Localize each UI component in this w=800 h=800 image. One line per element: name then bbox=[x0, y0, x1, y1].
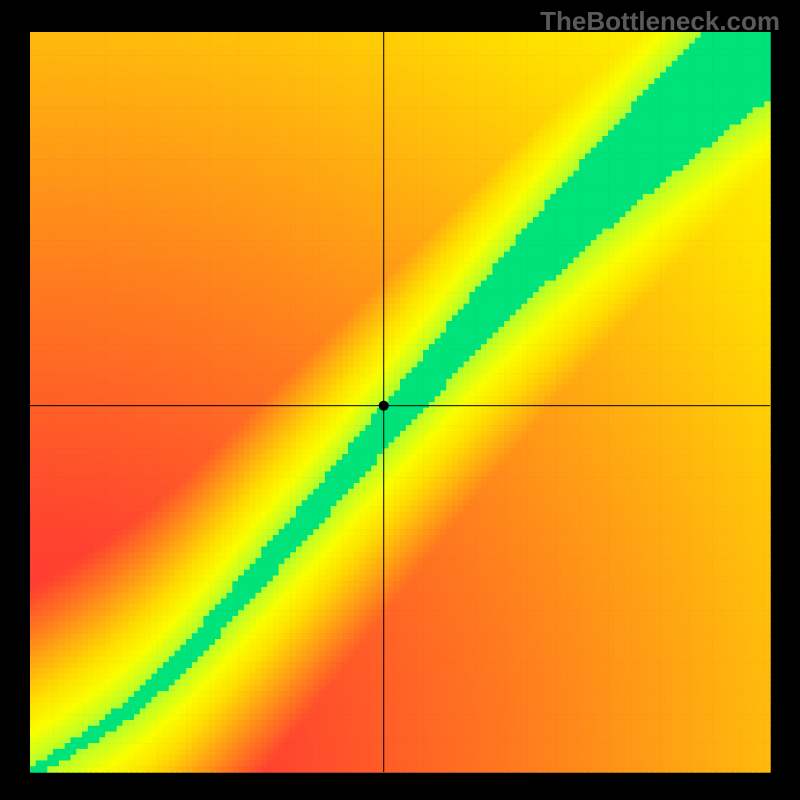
chart-container: TheBottleneck.com bbox=[0, 0, 800, 800]
bottleneck-heatmap-canvas bbox=[0, 0, 800, 800]
watermark-text: TheBottleneck.com bbox=[540, 6, 780, 37]
